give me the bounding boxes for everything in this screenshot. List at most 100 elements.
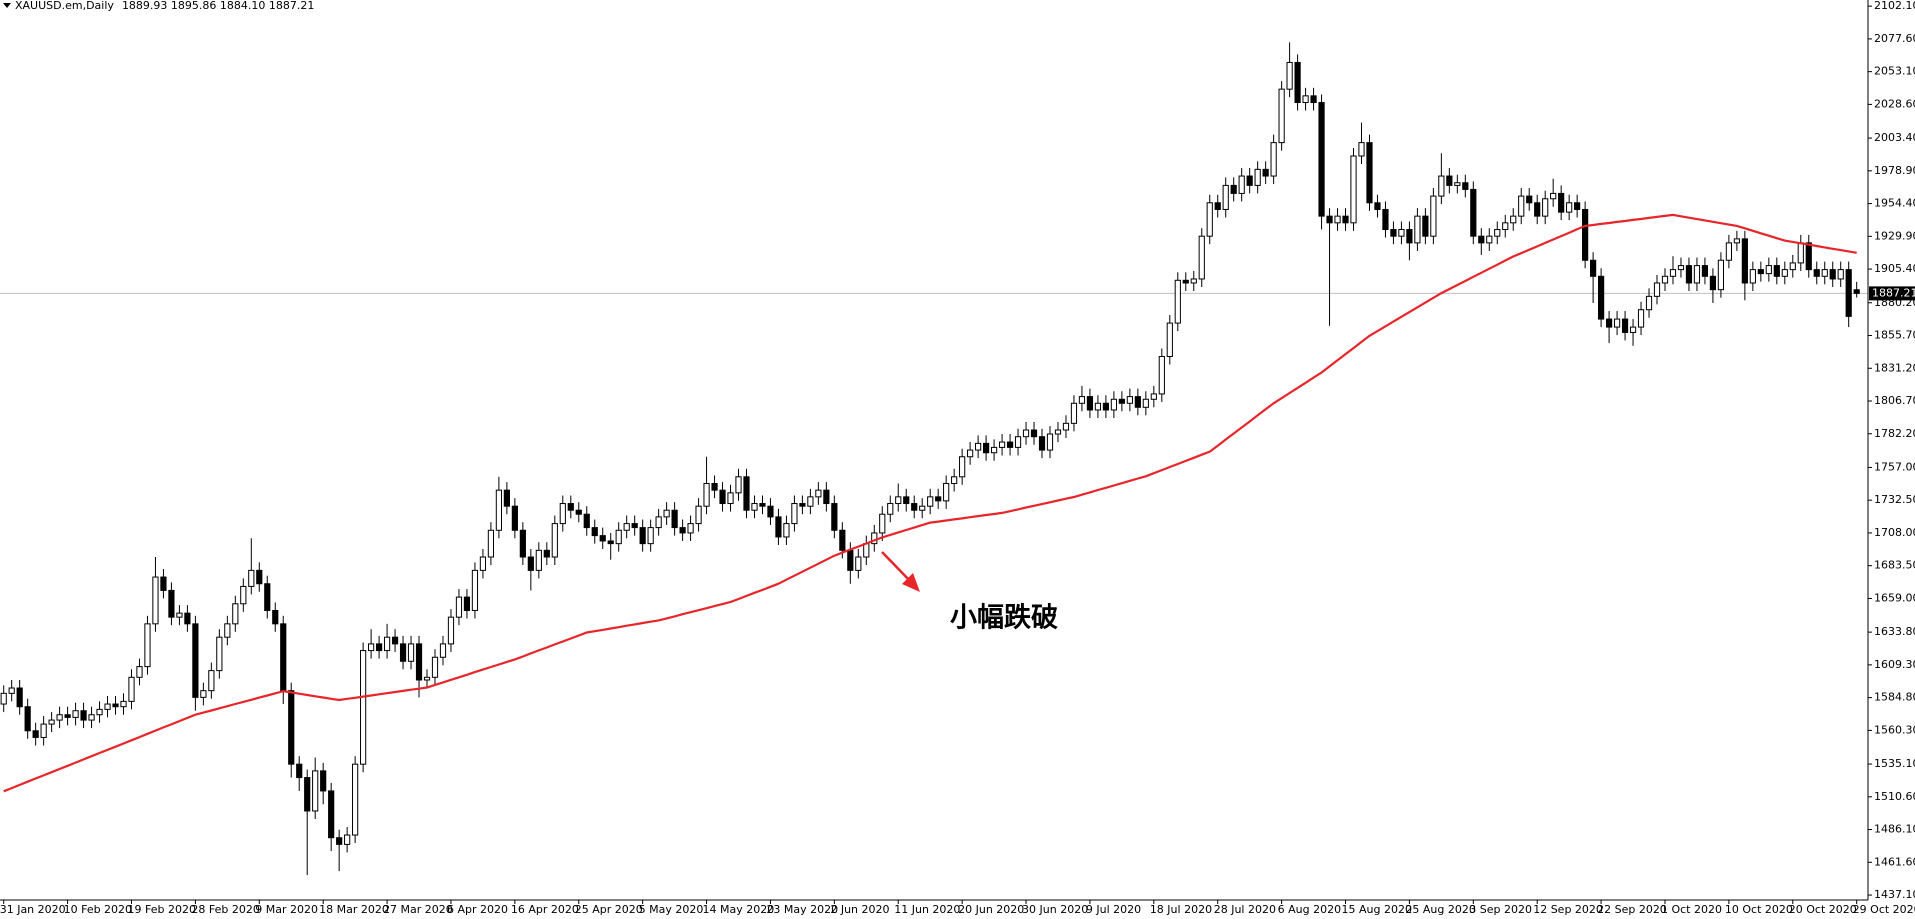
candle-body bbox=[847, 549, 854, 571]
candle-body bbox=[1566, 202, 1573, 213]
candle-body bbox=[391, 636, 399, 645]
x-tick-label: 28 Jul 2020 bbox=[1214, 903, 1276, 916]
candle-body bbox=[1685, 265, 1693, 284]
candle-body bbox=[1613, 318, 1621, 328]
candle-body bbox=[415, 643, 423, 681]
candle-body bbox=[1526, 195, 1533, 204]
candle-body bbox=[1813, 269, 1820, 277]
x-tick-label: 20 Oct 2020 bbox=[1789, 903, 1857, 916]
candle-body bbox=[1046, 433, 1054, 451]
candle-body bbox=[288, 690, 295, 765]
candle-body bbox=[1510, 215, 1517, 224]
candle-body bbox=[703, 482, 710, 507]
candle-body bbox=[280, 623, 287, 692]
candle-body bbox=[1494, 229, 1501, 237]
candle-body bbox=[168, 589, 175, 618]
candle-body bbox=[1574, 202, 1581, 210]
candle-body bbox=[112, 703, 119, 708]
candle-body bbox=[1254, 168, 1261, 186]
candle-body bbox=[990, 446, 998, 454]
x-tick-label: 6 Apr 2020 bbox=[447, 903, 508, 916]
candle-body bbox=[152, 576, 159, 625]
candle-body bbox=[919, 505, 926, 511]
x-tick-label: 10 Feb 2020 bbox=[64, 903, 132, 916]
candle-body bbox=[815, 489, 822, 498]
candle-body bbox=[719, 489, 726, 505]
candle-body bbox=[1086, 396, 1094, 411]
candle-body bbox=[1558, 192, 1565, 213]
candle-body bbox=[1350, 155, 1357, 224]
candle-body bbox=[1645, 295, 1653, 311]
candle-body bbox=[607, 540, 614, 545]
candle-body bbox=[1725, 242, 1732, 261]
candle-body bbox=[80, 710, 87, 721]
candle-body bbox=[1550, 192, 1557, 200]
candle-body bbox=[551, 523, 558, 558]
candle-body bbox=[1190, 278, 1197, 284]
y-tick-label: 2102.10 bbox=[1874, 0, 1915, 12]
y-tick-label: 1954.40 bbox=[1874, 197, 1915, 210]
candle-body bbox=[368, 643, 375, 652]
candle-body bbox=[144, 623, 151, 668]
candle-body bbox=[1478, 235, 1485, 244]
candle-body bbox=[599, 535, 606, 542]
candle-body bbox=[455, 596, 463, 618]
candle-body bbox=[1278, 88, 1285, 144]
candle-body bbox=[1110, 398, 1117, 411]
collapse-icon[interactable] bbox=[3, 3, 11, 8]
y-tick-label: 1782.20 bbox=[1874, 427, 1915, 440]
candle-body bbox=[1741, 238, 1748, 284]
candle-body bbox=[575, 509, 582, 515]
candle-body bbox=[272, 609, 279, 625]
candle-body bbox=[743, 476, 750, 511]
x-tick-label: 12 Sep 2020 bbox=[1533, 903, 1603, 916]
candle-body bbox=[951, 476, 958, 484]
candle-body bbox=[799, 503, 806, 507]
candle-body bbox=[1238, 175, 1245, 194]
candle-body bbox=[543, 549, 550, 558]
candle-body bbox=[983, 442, 990, 454]
candle-body bbox=[1102, 402, 1110, 411]
y-tick-label: 2028.60 bbox=[1874, 97, 1915, 110]
chart-title: XAUUSD.em,Daily bbox=[15, 0, 114, 12]
y-tick-label: 1732.50 bbox=[1874, 493, 1915, 506]
candle-body bbox=[807, 496, 814, 507]
candle-body bbox=[879, 513, 886, 534]
candle-body bbox=[120, 700, 127, 708]
candle-body bbox=[863, 543, 870, 558]
candle-body bbox=[1230, 184, 1237, 194]
x-tick-label: 23 May 2020 bbox=[766, 903, 838, 916]
y-tick-label: 1486.10 bbox=[1874, 823, 1915, 836]
candle-body bbox=[975, 442, 982, 451]
candle-body bbox=[479, 556, 487, 571]
candle-body bbox=[192, 623, 199, 698]
candle-body bbox=[775, 516, 782, 538]
candle-body bbox=[8, 687, 15, 694]
x-tick-label: 29 Oct 2020 bbox=[1853, 903, 1915, 916]
candle-body bbox=[1302, 95, 1309, 104]
candle-body bbox=[1534, 202, 1541, 217]
y-tick-label: 2053.10 bbox=[1874, 65, 1915, 78]
candle-body bbox=[1334, 215, 1341, 224]
y-tick-label: 1609.30 bbox=[1874, 658, 1915, 671]
candle-body bbox=[1829, 269, 1836, 280]
candle-body bbox=[1773, 265, 1780, 277]
candle-body bbox=[1030, 429, 1038, 438]
candle-body bbox=[559, 503, 566, 525]
candle-body bbox=[535, 549, 542, 571]
x-tick-label: 16 Apr 2020 bbox=[511, 903, 579, 916]
candle-body bbox=[1414, 215, 1421, 244]
candle-body bbox=[527, 556, 534, 571]
y-tick-label: 1535.10 bbox=[1874, 757, 1915, 770]
candle-body bbox=[439, 643, 447, 658]
candle-body bbox=[1454, 182, 1461, 186]
y-tick-label: 1584.80 bbox=[1874, 691, 1915, 704]
x-tick-label: 5 May 2020 bbox=[639, 903, 704, 916]
candle-body bbox=[1206, 202, 1213, 237]
candle-body bbox=[128, 676, 135, 702]
candle-body bbox=[56, 714, 63, 721]
candle-body bbox=[1781, 269, 1788, 277]
candle-body bbox=[487, 529, 495, 558]
candle-body bbox=[431, 656, 439, 678]
candle-body bbox=[887, 503, 894, 515]
